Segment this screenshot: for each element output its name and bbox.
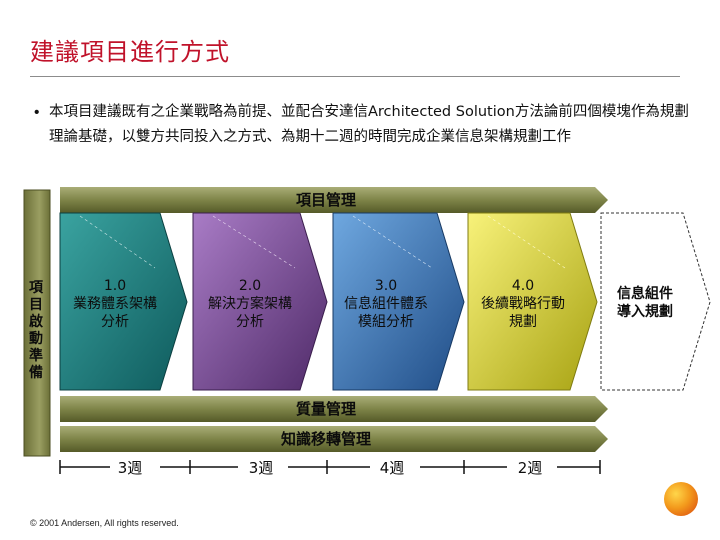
phase-4-name-cont: 規劃 [509, 314, 537, 330]
quality-management-band [60, 396, 608, 422]
phase-3-name-cont: 模組分析 [358, 314, 414, 330]
phase-1-name-cont: 分析 [101, 314, 129, 330]
copyright-footer: © 2001 Andersen, All rights reserved. [30, 518, 179, 528]
final-phase-line-1: 信息組件 [617, 285, 673, 302]
intro-text: 本項目建議既有之企業戰略為前提、並配合安達信Architected Soluti… [49, 104, 689, 145]
brand-logo-icon [664, 482, 698, 516]
knowledge-transfer-band [60, 426, 608, 452]
phase-1-name: 業務體系架構 [73, 296, 157, 312]
knowledge-transfer-label: 知識移轉管理 [281, 430, 371, 448]
timeline-label-1: 3週 [118, 459, 143, 477]
timeline-label-4: 2週 [518, 459, 543, 477]
timeline-label-2: 3週 [249, 459, 274, 477]
phase-1-number: 1.0 [104, 278, 126, 294]
final-phase-line-2: 導入規劃 [617, 303, 673, 320]
phase-3: 3.0 信息組件體系 模組分析 [332, 212, 465, 391]
project-kickoff-bar [23, 189, 51, 457]
intro-bullet: • 本項目建議既有之企業戰略為前提、並配合安達信Architected Solu… [34, 100, 694, 150]
timeline: 3週 3週 4週 2週 [59, 457, 601, 477]
phase-4-name: 後續戰略行動 [481, 296, 565, 312]
phase-final: 信息組件 導入規劃 [600, 212, 711, 391]
project-management-band [60, 187, 608, 213]
bullet-dot: • [34, 104, 40, 121]
title-divider [30, 76, 680, 77]
phase-1: 1.0 業務體系架構 分析 [59, 212, 188, 391]
phase-2-number: 2.0 [239, 278, 261, 294]
phase-4: 4.0 後續戰略行動 規劃 [467, 212, 598, 391]
project-kickoff-label: 項目啟動準備 [29, 280, 43, 381]
phase-3-number: 3.0 [375, 278, 397, 294]
quality-management-label: 質量管理 [296, 400, 356, 418]
page-title: 建議項目進行方式 [30, 38, 230, 66]
timeline-label-3: 4週 [380, 459, 405, 477]
phase-2-name: 解決方案架構 [208, 295, 292, 312]
phase-2-name-cont: 分析 [236, 314, 264, 330]
project-management-label: 項目管理 [296, 191, 356, 209]
phase-3-name: 信息組件體系 [344, 295, 428, 312]
phase-4-number: 4.0 [512, 278, 534, 294]
phase-2: 2.0 解決方案架構 分析 [192, 212, 328, 391]
